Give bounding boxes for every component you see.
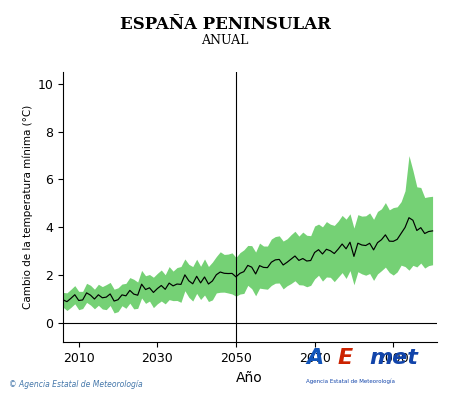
Text: © Agencia Estatal de Meteorología: © Agencia Estatal de Meteorología (9, 380, 143, 389)
Text: A: A (306, 348, 323, 368)
Text: met: met (369, 348, 418, 368)
X-axis label: Año: Año (236, 371, 263, 384)
Text: Agencia Estatal de Meteorología: Agencia Estatal de Meteorología (306, 378, 395, 384)
Text: ANUAL: ANUAL (201, 34, 249, 47)
Text: ESPAÑA PENINSULAR: ESPAÑA PENINSULAR (120, 16, 330, 33)
Y-axis label: Cambio de la temperatura mínima (°C): Cambio de la temperatura mínima (°C) (23, 105, 33, 309)
Text: E: E (338, 348, 353, 368)
